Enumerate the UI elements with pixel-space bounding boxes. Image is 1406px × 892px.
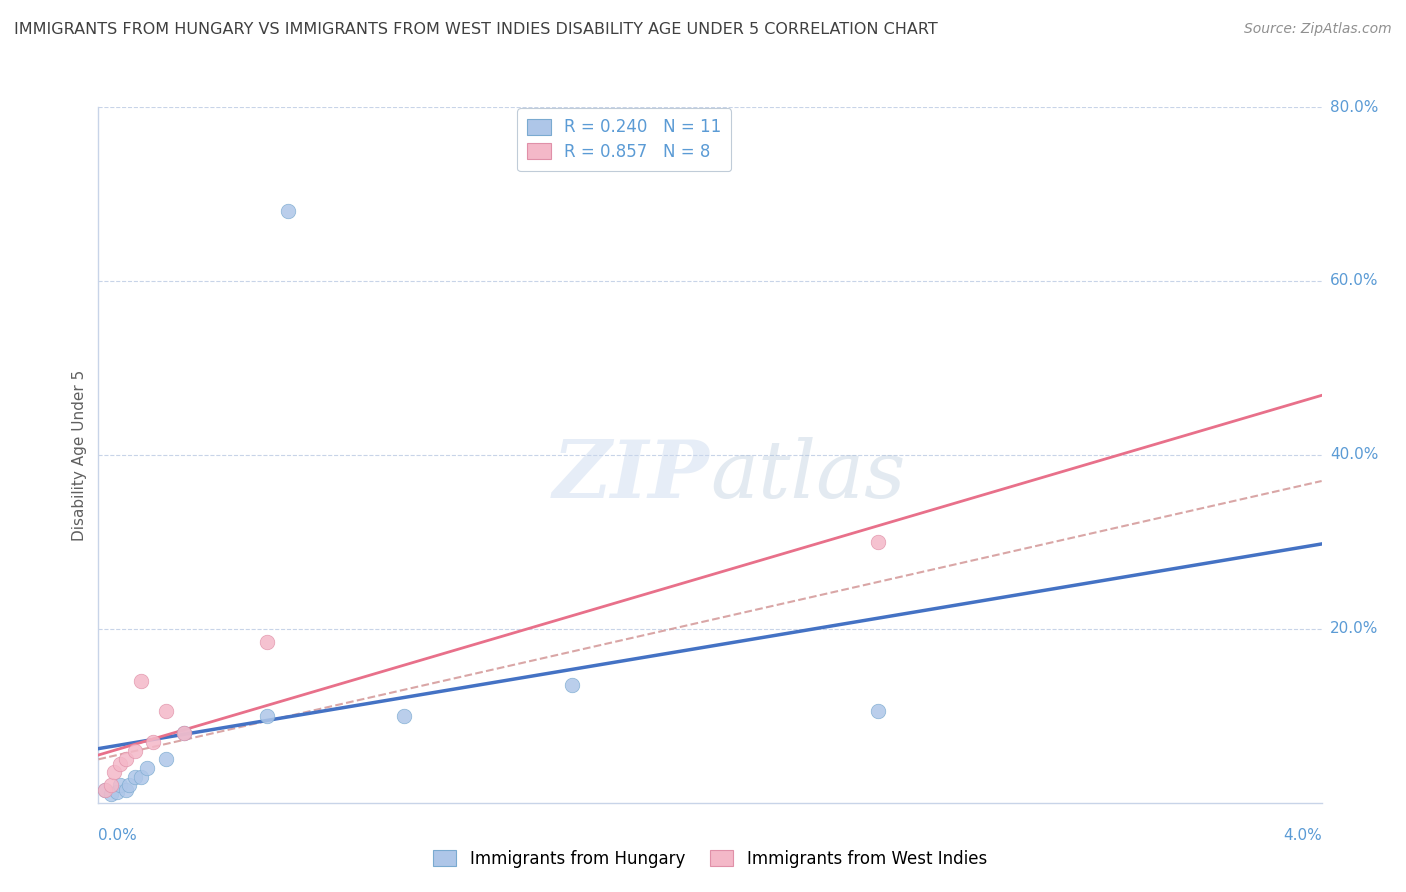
Point (868, 705, 890, 719)
Text: 20.0%: 20.0% (1330, 622, 1378, 636)
Text: IMMIGRANTS FROM HUNGARY VS IMMIGRANTS FROM WEST INDIES DISABILITY AGE UNDER 5 CO: IMMIGRANTS FROM HUNGARY VS IMMIGRANTS FR… (14, 22, 938, 37)
Point (115, 782, 138, 797)
Point (561, 678, 583, 692)
Point (173, 726, 195, 740)
Point (256, 708, 278, 723)
Point (93, 782, 115, 797)
Point (868, 534, 890, 549)
Point (108, 778, 131, 792)
Legend: R = 0.240   N = 11, R = 0.857   N = 8: R = 0.240 N = 11, R = 0.857 N = 8 (517, 109, 731, 171)
Point (105, 785, 128, 799)
Point (124, 744, 146, 758)
Text: Source: ZipAtlas.com: Source: ZipAtlas.com (1244, 22, 1392, 37)
Text: 4.0%: 4.0% (1282, 828, 1322, 843)
Point (392, 708, 416, 723)
Text: atlas: atlas (710, 437, 905, 515)
Point (155, 752, 177, 766)
Point (256, 635, 278, 649)
Point (129, 674, 152, 689)
Point (173, 726, 195, 740)
Y-axis label: Disability Age Under 5: Disability Age Under 5 (72, 369, 87, 541)
Point (115, 752, 138, 766)
Text: 60.0%: 60.0% (1330, 274, 1378, 288)
Point (142, 735, 165, 749)
Text: ZIP: ZIP (553, 437, 710, 515)
Text: 0.0%: 0.0% (98, 828, 138, 843)
Point (124, 770, 146, 784)
Point (93, 782, 115, 797)
Point (100, 778, 122, 792)
Point (277, 204, 299, 219)
Point (100, 787, 122, 801)
Point (118, 778, 141, 792)
Text: 80.0%: 80.0% (1330, 100, 1378, 114)
Point (129, 770, 152, 784)
Point (108, 756, 131, 771)
Point (103, 765, 125, 780)
Point (155, 705, 177, 719)
Point (136, 761, 159, 775)
Text: 40.0%: 40.0% (1330, 448, 1378, 462)
